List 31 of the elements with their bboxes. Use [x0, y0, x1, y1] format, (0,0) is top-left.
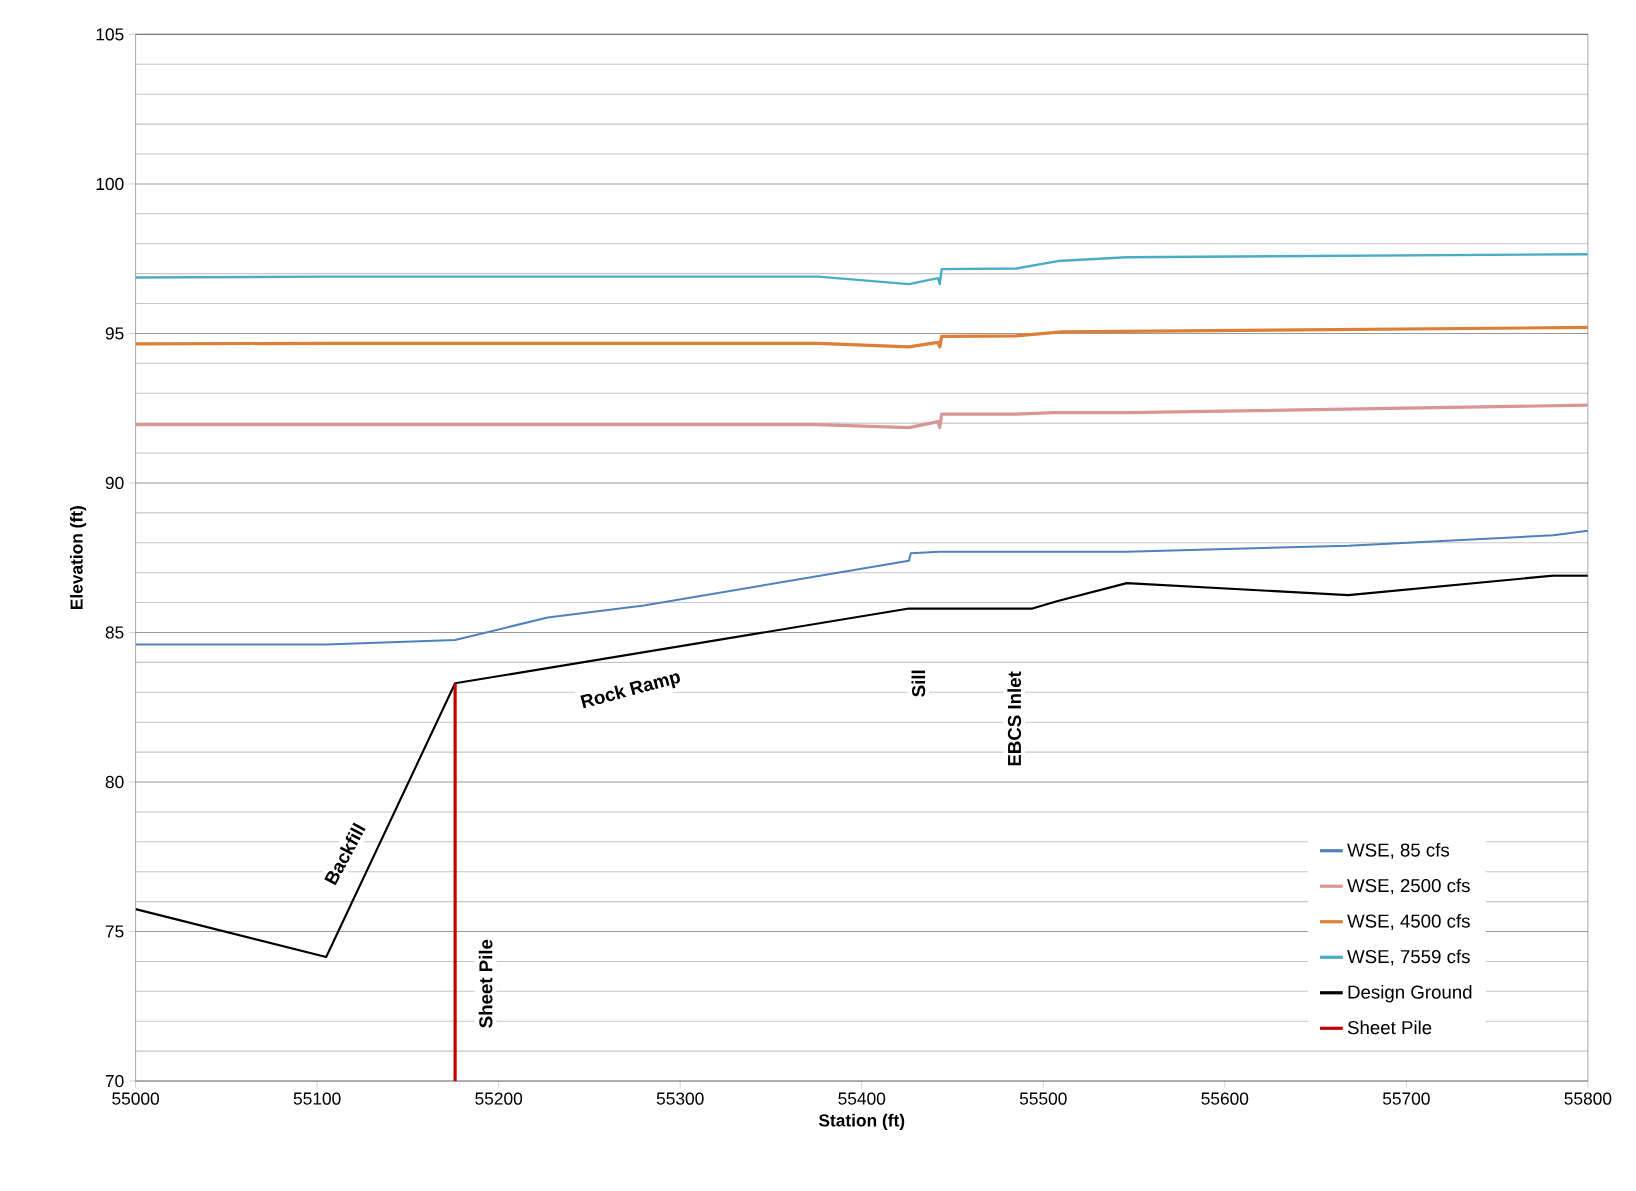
x-tick-label: 55700 [1382, 1092, 1430, 1105]
x-tick-label: 55100 [293, 1092, 341, 1105]
legend-label: Sheet Pile [1347, 1020, 1432, 1035]
y-tick-label: 75 [105, 925, 124, 938]
x-tick-label: 55500 [1019, 1092, 1067, 1105]
x-tick-label: 55600 [1201, 1092, 1249, 1105]
annotation: Sill [911, 670, 926, 697]
annotation: Sheet Pile [478, 939, 493, 1028]
y-tick-label: 70 [105, 1074, 124, 1088]
x-tick-label: 55000 [112, 1092, 160, 1105]
legend-label: WSE, 4500 cfs [1347, 913, 1470, 930]
y-axis-title: Elevation (ft) [69, 506, 87, 610]
legend-label: WSE, 7559 cfs [1347, 949, 1470, 966]
x-tick-label: 55200 [475, 1092, 523, 1105]
y-tick-label: 80 [105, 775, 124, 789]
line-series [135, 252, 1588, 286]
annotation: EBCS Inlet [1007, 671, 1022, 766]
y-tick-label: 90 [105, 476, 124, 490]
legend-label: Design Ground [1348, 985, 1472, 1003]
x-tick-label: 55400 [838, 1092, 886, 1105]
x-axis-title: Station (ft) [818, 1113, 905, 1131]
legend-label: WSE, 2500 cfs [1347, 878, 1470, 895]
y-tick-label: 85 [105, 626, 124, 639]
legend-label: WSE, 85 cfs [1347, 842, 1450, 859]
y-tick-label: 100 [96, 177, 124, 191]
y-tick-label: 95 [105, 327, 124, 340]
x-tick-label: 55800 [1564, 1092, 1612, 1105]
annotation: Rock Ramp [580, 673, 680, 709]
y-tick-label: 105 [96, 28, 124, 41]
line-series [135, 325, 1588, 349]
x-tick-label: 55300 [656, 1092, 704, 1105]
